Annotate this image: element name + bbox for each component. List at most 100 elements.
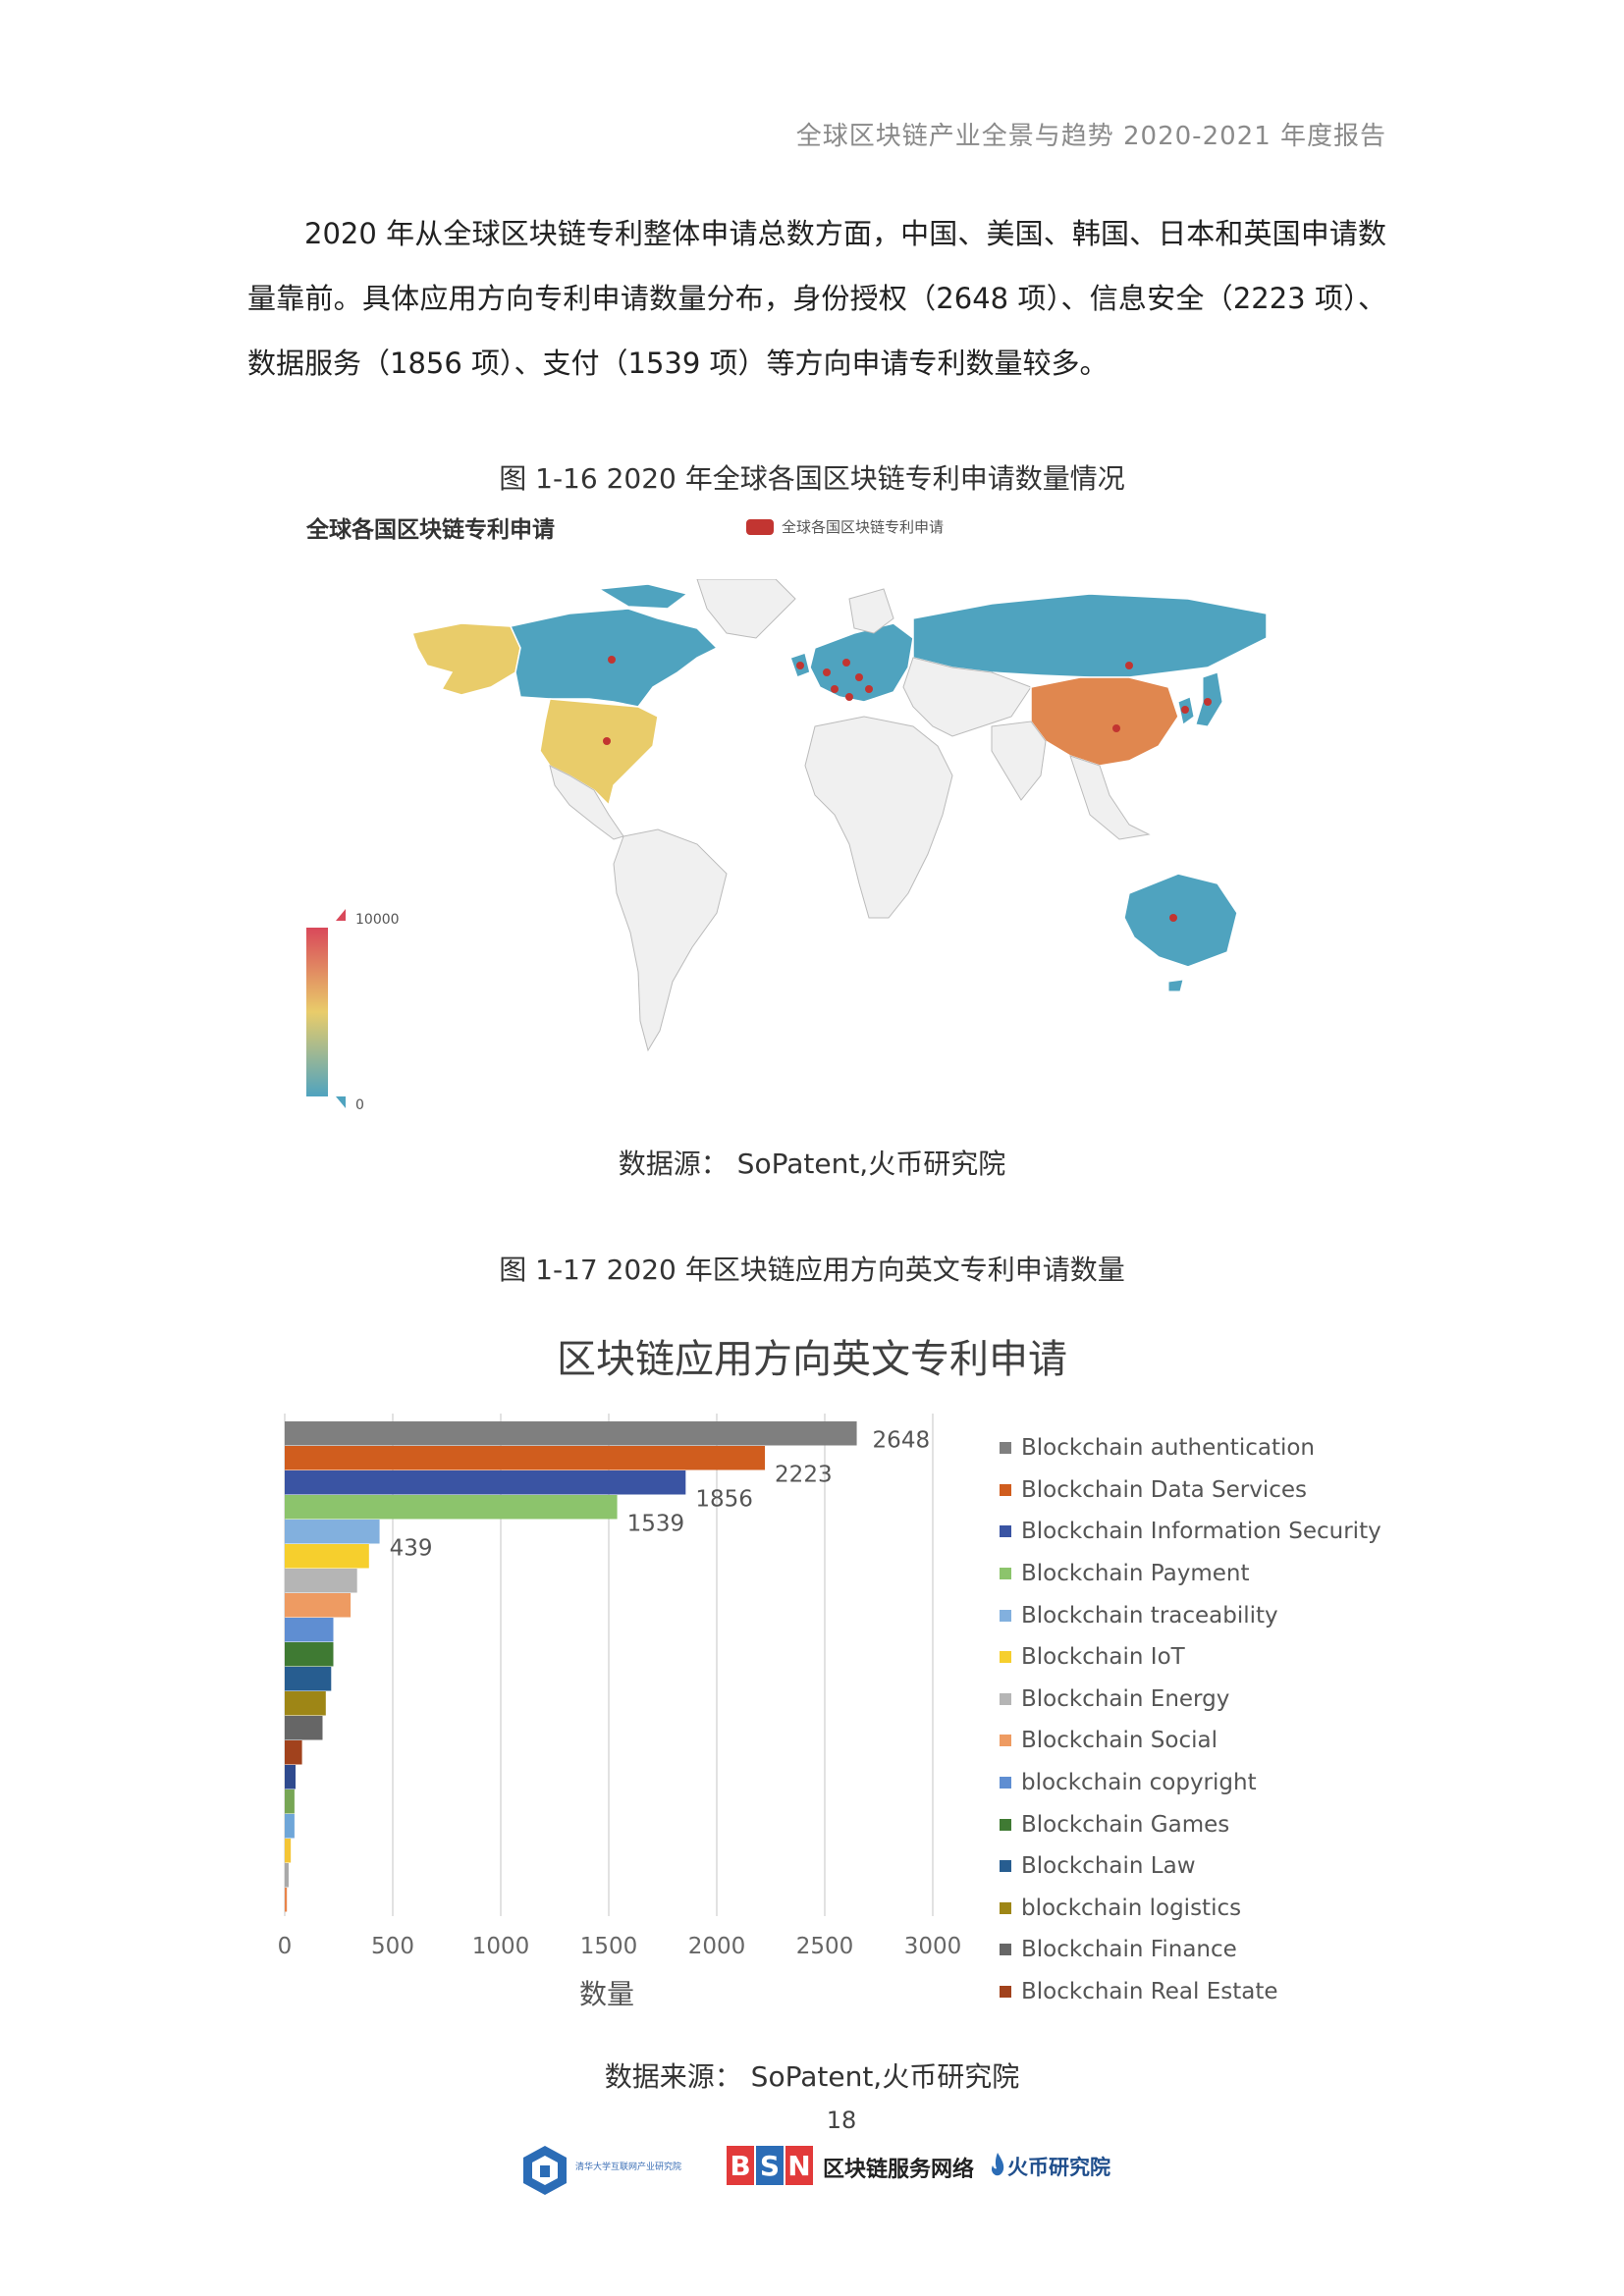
legend-item[interactable]: Blockchain Social [1000, 1720, 1381, 1762]
map-dot [1169, 914, 1177, 922]
map-scale-top-handle[interactable] [336, 909, 346, 921]
map-dot [1112, 724, 1120, 732]
legend-item[interactable]: Blockchain Real Estate [1000, 1971, 1381, 2013]
x-tick-label: 2500 [796, 1934, 854, 1959]
legend-label: Blockchain IoT [1021, 1644, 1185, 1671]
legend-swatch [1000, 1442, 1011, 1455]
map-dot [1204, 698, 1212, 706]
legend-item[interactable]: Blockchain IoT [1000, 1636, 1381, 1679]
bsn-logo-s: S [756, 2146, 784, 2185]
bar [285, 1618, 334, 1642]
legend-item[interactable]: Blockchain Energy [1000, 1679, 1381, 1721]
page-header: 全球区块链产业全景与趋势 2020-2021 年度报告 [795, 122, 1386, 151]
map-central-asia [902, 657, 1032, 737]
tsinghua-logo-icon [523, 2146, 567, 2195]
bar [285, 1593, 352, 1618]
bar [285, 1789, 295, 1814]
bar [285, 1421, 857, 1446]
legend-item[interactable]: Blockchain traceability [1000, 1594, 1381, 1636]
legend-swatch [1000, 1986, 1011, 1999]
x-tick-label: 0 [278, 1934, 293, 1959]
bar-data-label: 1539 [627, 1512, 685, 1537]
legend-swatch [1000, 1901, 1011, 1914]
map-scale-max: 10000 [355, 912, 400, 928]
legend-item[interactable]: Blockchain Data Services [1000, 1469, 1381, 1512]
legend-swatch [1000, 1818, 1011, 1831]
legend-item[interactable]: Blockchain Payment [1000, 1553, 1381, 1595]
map-scale-bar [306, 928, 328, 1096]
bar [285, 1470, 686, 1495]
huobi-logo-text: 火币研究院 [1007, 2156, 1110, 2179]
bar-data-label: 439 [390, 1536, 433, 1562]
map-scale-bottom-handle[interactable] [336, 1096, 346, 1108]
map-tasmania [1167, 979, 1184, 992]
legend-item[interactable]: Blockchain authentication [1000, 1427, 1381, 1469]
map-legend: 全球各国区块链专利申请 [746, 516, 944, 537]
legend-item[interactable]: blockchain copyright [1000, 1762, 1381, 1804]
legend-swatch [1000, 1483, 1011, 1496]
map-usa [539, 698, 659, 807]
bar [285, 1520, 380, 1544]
map-dot [1181, 706, 1189, 714]
bar [285, 1863, 289, 1888]
x-tick-label: 500 [371, 1934, 414, 1959]
map-alaska [411, 622, 521, 696]
map-dot [1125, 662, 1133, 669]
bar [285, 1814, 295, 1839]
legend-swatch [1000, 1568, 1011, 1580]
map-canada-islands [596, 583, 689, 610]
legend-swatch [1000, 1944, 1011, 1956]
bar [285, 1667, 332, 1691]
bsn-logo-b: B [727, 2146, 754, 2185]
legend-label: Blockchain Finance [1021, 1937, 1237, 1963]
bar [285, 1569, 357, 1593]
x-tick-label: 1000 [472, 1934, 530, 1959]
legend-swatch [1000, 1525, 1011, 1538]
bar-data-label: 1856 [695, 1487, 753, 1513]
bar-chart: 0 500 1000 1500 2000 2500 3000 2648 2223 1856 1539… [278, 1414, 961, 1959]
map-dot [831, 685, 839, 693]
legend-item[interactable]: blockchain logistics [1000, 1888, 1381, 1930]
map-europe [809, 622, 914, 703]
bar [285, 1888, 288, 1912]
world-map [411, 579, 1268, 1052]
legend-item[interactable]: Blockchain Finance [1000, 1929, 1381, 1971]
bsn-logo-n: N [785, 2146, 813, 2185]
page-number: 18 [826, 2107, 857, 2134]
legend-item[interactable]: Blockchain Information Security [1000, 1511, 1381, 1553]
map-title: 全球各国区块链专利申请 [306, 517, 555, 543]
legend-label: Blockchain authentication [1021, 1435, 1315, 1462]
legend-label: Blockchain Energy [1021, 1685, 1230, 1712]
bar [285, 1446, 766, 1470]
map-scale-min: 0 [355, 1097, 364, 1113]
legend-label: Blockchain Social [1021, 1728, 1218, 1754]
map-russia [912, 593, 1268, 678]
bar-data-label: 2223 [775, 1463, 833, 1488]
legend-item[interactable]: Blockchain Games [1000, 1803, 1381, 1845]
x-tick-label: 1500 [580, 1934, 638, 1959]
map-dots [603, 656, 1212, 922]
map-scandinavia [848, 588, 894, 634]
map-dot [842, 659, 850, 667]
figure2-source: 数据来源： SoPatent,火币研究院 [604, 2060, 1020, 2093]
map-dot [796, 662, 804, 669]
bar-data-label: 2648 [873, 1428, 931, 1454]
legend-item[interactable]: Blockchain Law [1000, 1845, 1381, 1888]
x-axis-label: 数量 [579, 1978, 635, 2010]
legend-swatch [1000, 1860, 1011, 1873]
legend-label: blockchain logistics [1021, 1895, 1242, 1921]
legend-swatch [1000, 1777, 1011, 1789]
legend-label: Blockchain Payment [1021, 1561, 1250, 1587]
map-legend-label: 全球各国区块链专利申请 [782, 518, 945, 536]
map-dot [608, 656, 616, 664]
bar [285, 1839, 292, 1863]
legend-label: Blockchain Data Services [1021, 1476, 1308, 1503]
bar [285, 1740, 302, 1765]
bar [285, 1495, 618, 1520]
figure2-caption: 图 1-17 2020 年区块链应用方向英文专利申请数量 [499, 1254, 1125, 1286]
map-south-america [613, 828, 728, 1052]
map-dot [855, 673, 863, 681]
huobi-flame-icon [992, 2153, 1004, 2176]
bar [285, 1765, 296, 1789]
map-mexico [549, 765, 624, 840]
